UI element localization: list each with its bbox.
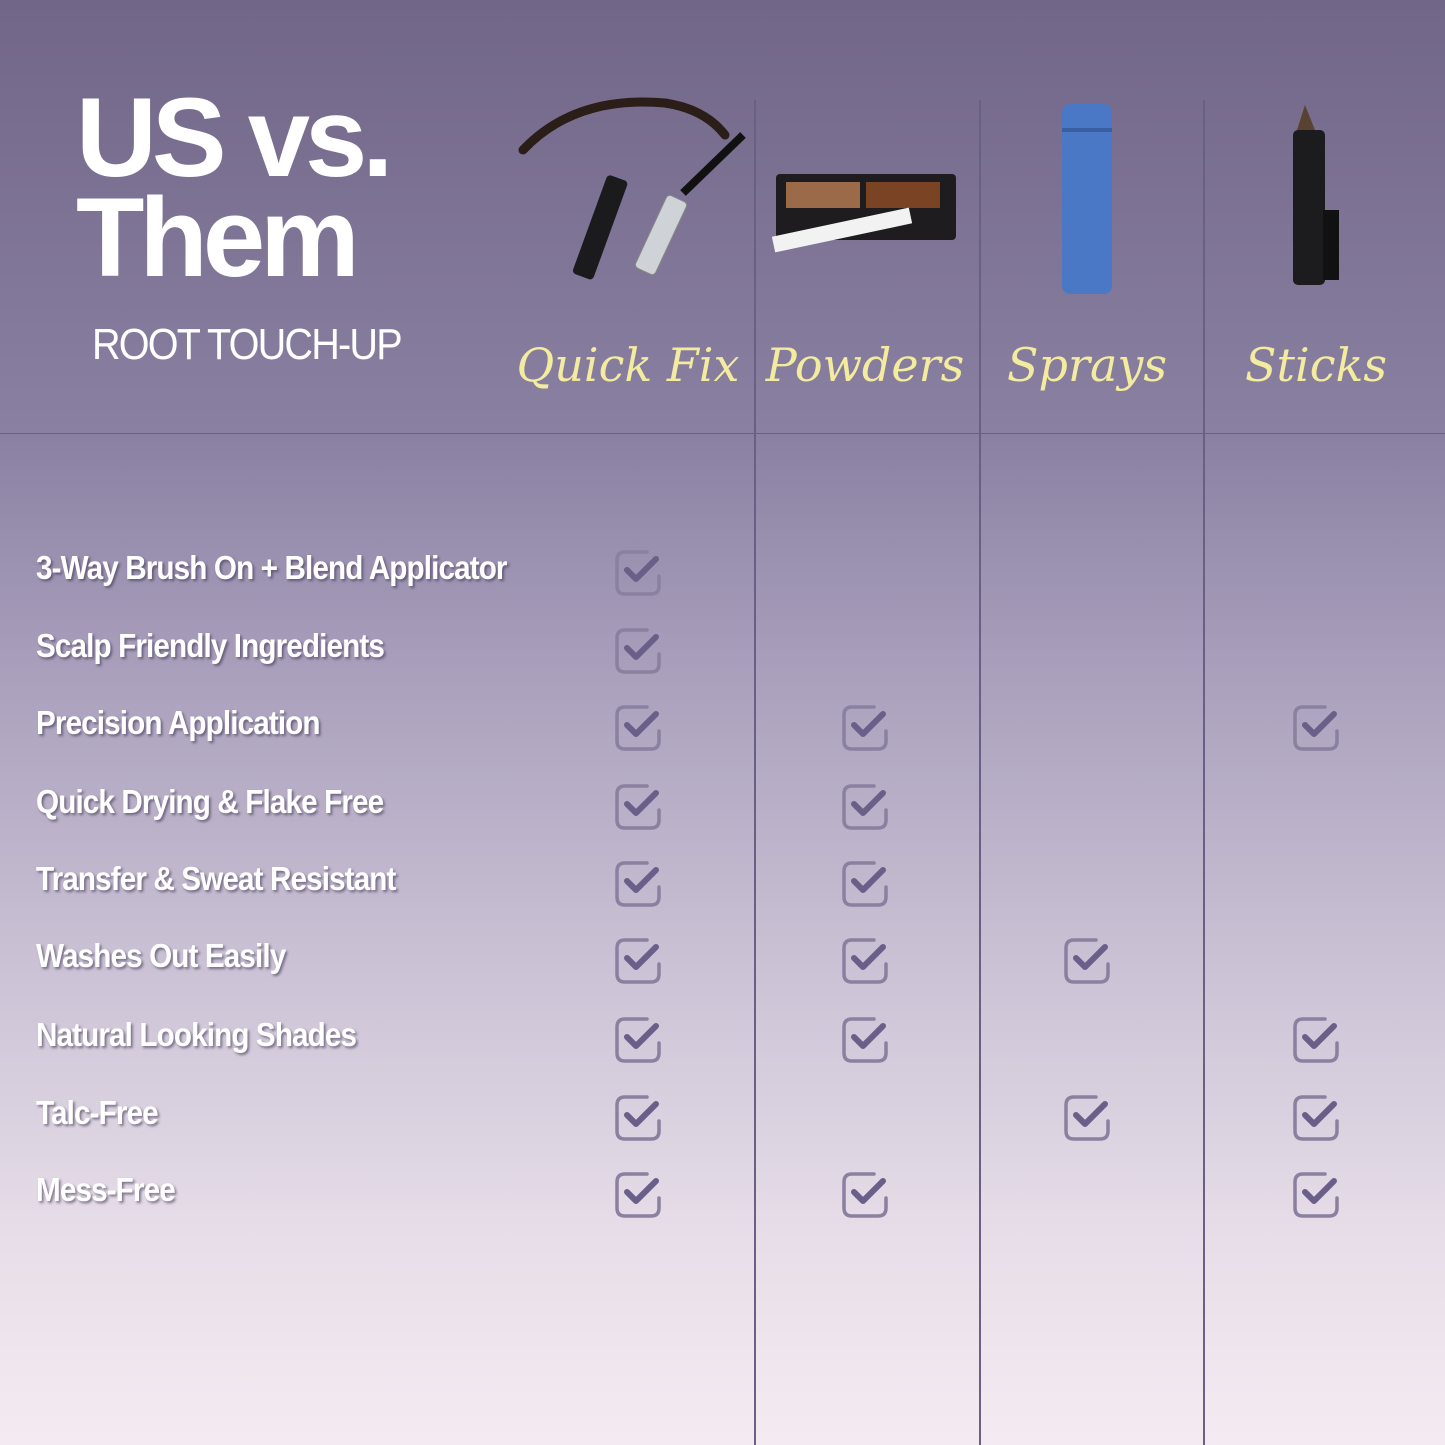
checkmark-icon xyxy=(842,705,888,751)
header-divider xyxy=(0,433,1445,434)
feature-label: Talc-Free xyxy=(36,1094,159,1131)
checkmark-icon xyxy=(842,1172,888,1218)
column-label-quick-fix: Quick Fix xyxy=(516,338,740,392)
checkmark-icon xyxy=(842,938,888,984)
title-line-2: Them xyxy=(76,175,360,300)
checkmark-icon xyxy=(1293,1095,1339,1141)
page-title: US vs. Them xyxy=(76,75,393,300)
title-line-1: US vs. xyxy=(76,75,393,200)
column-divider xyxy=(1203,100,1205,1445)
column-label-powders: Powders xyxy=(765,338,965,392)
feature-label: Washes Out Easily xyxy=(36,937,286,974)
checkmark-icon xyxy=(615,1095,661,1141)
checkmark-icon xyxy=(842,861,888,907)
checkmark-icon xyxy=(842,1017,888,1063)
feature-label: Mess-Free xyxy=(36,1171,176,1208)
checkmark-icon xyxy=(615,938,661,984)
feature-label: Precision Application xyxy=(36,704,321,741)
spray-can-icon xyxy=(1062,104,1112,294)
powder-compact-icon xyxy=(772,174,956,253)
checkmark-icon xyxy=(1293,1172,1339,1218)
checkmark-icon xyxy=(615,628,661,674)
column-divider xyxy=(754,100,756,1445)
checkmark-icon xyxy=(1293,705,1339,751)
column-label-sticks: Sticks xyxy=(1245,338,1387,392)
crayon-stick-icon xyxy=(1293,105,1339,285)
checkmark-icon xyxy=(1064,938,1110,984)
checkmark-icon xyxy=(615,1172,661,1218)
checkmark-icon xyxy=(842,784,888,830)
checkmark-icon xyxy=(1293,1017,1339,1063)
checkmark-icon xyxy=(615,550,661,596)
feature-label: Scalp Friendly Ingredients xyxy=(36,627,385,664)
feature-label: Transfer & Sweat Resistant xyxy=(36,860,396,897)
subtitle: ROOT TOUCH-UP xyxy=(92,320,403,369)
checkmark-icon xyxy=(615,705,661,751)
checkmark-icon xyxy=(1064,1095,1110,1141)
checkmark-icon xyxy=(615,784,661,830)
feature-label: Natural Looking Shades xyxy=(36,1016,357,1053)
feature-label: Quick Drying & Flake Free xyxy=(36,783,384,820)
mascara-applicator-icon xyxy=(518,97,746,280)
feature-label: 3-Way Brush On + Blend Applicator xyxy=(36,549,508,586)
column-label-sprays: Sprays xyxy=(1007,338,1167,392)
checkmark-icon xyxy=(615,1017,661,1063)
column-divider xyxy=(979,100,981,1445)
checkmark-icon xyxy=(615,861,661,907)
